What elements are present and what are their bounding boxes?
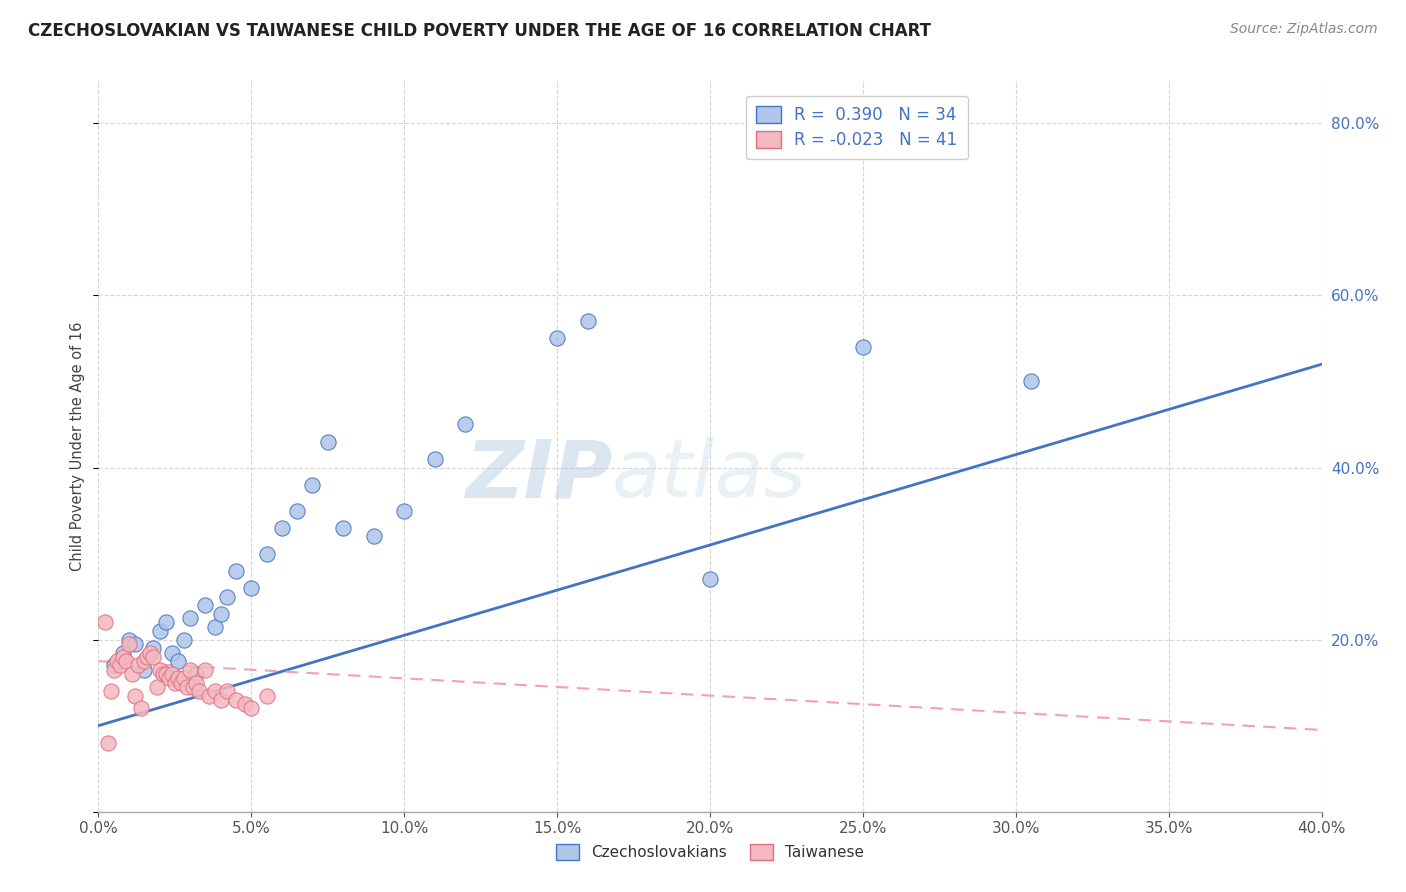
Point xyxy=(105,654,128,668)
Point xyxy=(155,667,177,681)
Point xyxy=(301,477,323,491)
Point xyxy=(209,693,232,707)
Point xyxy=(163,675,186,690)
Y-axis label: Child Poverty Under the Age of 16: Child Poverty Under the Age of 16 xyxy=(70,321,86,571)
Legend: Czechoslovakians, Taiwanese: Czechoslovakians, Taiwanese xyxy=(550,838,870,866)
Point xyxy=(145,680,167,694)
Point xyxy=(149,663,172,677)
Point xyxy=(392,503,416,517)
Point xyxy=(179,611,201,625)
Point xyxy=(240,701,263,715)
Point xyxy=(139,646,162,660)
Text: Source: ZipAtlas.com: Source: ZipAtlas.com xyxy=(1230,22,1378,37)
Point xyxy=(136,649,159,664)
Point xyxy=(108,658,131,673)
Text: CZECHOSLOVAKIAN VS TAIWANESE CHILD POVERTY UNDER THE AGE OF 16 CORRELATION CHART: CZECHOSLOVAKIAN VS TAIWANESE CHILD POVER… xyxy=(28,22,931,40)
Point xyxy=(270,521,294,535)
Point xyxy=(93,615,115,630)
Point xyxy=(1019,375,1042,389)
Point xyxy=(215,684,238,698)
Point xyxy=(160,667,183,681)
Point xyxy=(186,675,208,690)
Point xyxy=(852,340,875,354)
Point xyxy=(142,649,165,664)
Point xyxy=(142,641,165,656)
Point xyxy=(149,624,172,638)
Point xyxy=(546,331,568,345)
Point xyxy=(197,689,219,703)
Point xyxy=(204,684,226,698)
Point xyxy=(225,564,247,578)
Point xyxy=(124,637,146,651)
Point xyxy=(127,658,149,673)
Point xyxy=(134,654,156,668)
Point xyxy=(176,680,198,694)
Point xyxy=(97,736,120,750)
Point xyxy=(134,663,156,677)
Point xyxy=(155,615,177,630)
Point xyxy=(285,503,308,517)
Point xyxy=(129,701,152,715)
Point xyxy=(194,663,217,677)
Point xyxy=(100,684,122,698)
Point xyxy=(167,654,190,668)
Text: ZIP: ZIP xyxy=(465,436,612,515)
Point xyxy=(157,671,180,685)
Point xyxy=(160,646,183,660)
Point xyxy=(152,667,174,681)
Point xyxy=(204,620,226,634)
Text: atlas: atlas xyxy=(612,436,807,515)
Point xyxy=(454,417,477,432)
Point xyxy=(115,654,138,668)
Point xyxy=(188,684,211,698)
Point xyxy=(111,649,134,664)
Point xyxy=(170,675,193,690)
Point xyxy=(256,547,278,561)
Point xyxy=(256,689,278,703)
Point xyxy=(173,632,195,647)
Point xyxy=(181,680,204,694)
Point xyxy=(124,689,146,703)
Point xyxy=(118,637,141,651)
Point xyxy=(194,598,217,612)
Point xyxy=(167,671,190,685)
Point xyxy=(332,521,354,535)
Point xyxy=(699,573,721,587)
Point xyxy=(111,646,134,660)
Point xyxy=(103,658,125,673)
Point xyxy=(576,314,599,328)
Point xyxy=(215,590,238,604)
Point xyxy=(118,632,141,647)
Point xyxy=(363,529,385,543)
Point xyxy=(233,697,256,711)
Point xyxy=(240,581,263,595)
Point xyxy=(121,667,143,681)
Point xyxy=(225,693,247,707)
Point xyxy=(423,451,446,466)
Point xyxy=(186,667,208,681)
Point xyxy=(103,663,125,677)
Point xyxy=(179,663,201,677)
Point xyxy=(316,434,339,449)
Point xyxy=(173,671,195,685)
Point xyxy=(209,607,232,621)
